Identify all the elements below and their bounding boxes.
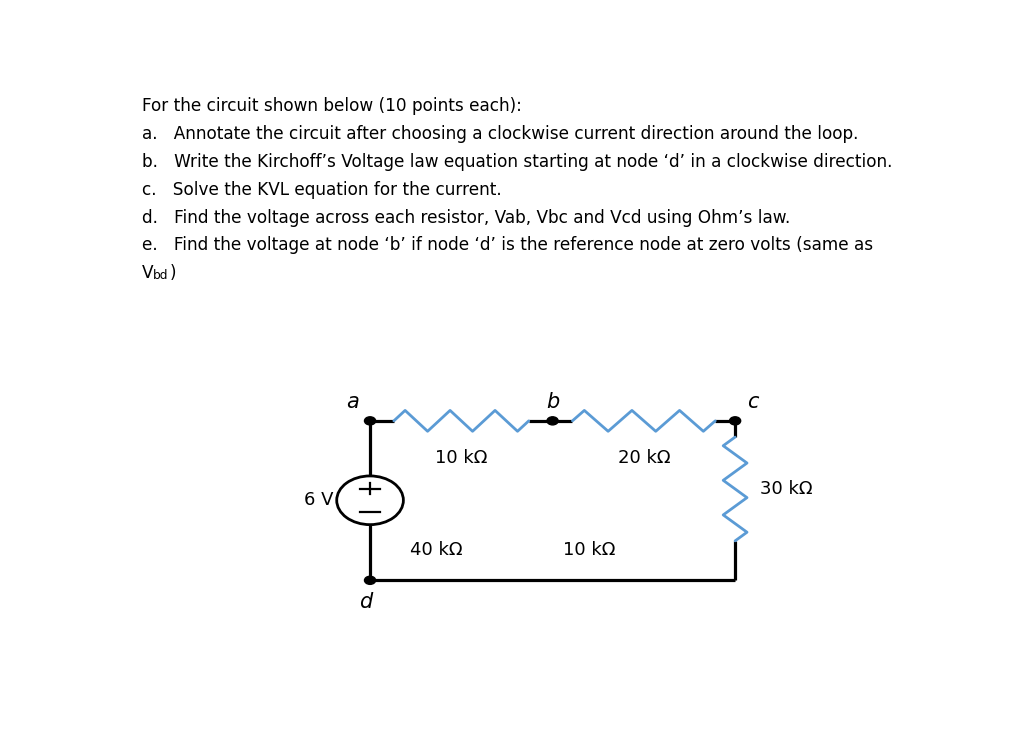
- Text: 20 kΩ: 20 kΩ: [617, 449, 670, 467]
- Text: c.   Solve the KVL equation for the current.: c. Solve the KVL equation for the curren…: [142, 181, 502, 199]
- Text: 6 V: 6 V: [304, 491, 333, 509]
- Text: e.   Find the voltage at node ‘b’ if node ‘d’ is the reference node at zero volt: e. Find the voltage at node ‘b’ if node …: [142, 236, 873, 255]
- Text: 30 kΩ: 30 kΩ: [761, 480, 813, 498]
- Text: 10 kΩ: 10 kΩ: [435, 449, 487, 467]
- Circle shape: [729, 417, 740, 425]
- Text: d.   Find the voltage across each resistor, Vab, Vbc and Vcd using Ohm’s law.: d. Find the voltage across each resistor…: [142, 209, 791, 227]
- Text: ): ): [169, 264, 176, 282]
- Text: V: V: [142, 264, 154, 282]
- Circle shape: [365, 576, 376, 584]
- Text: a: a: [346, 392, 359, 413]
- Text: 40 kΩ: 40 kΩ: [410, 541, 462, 559]
- Text: For the circuit shown below (10 points each):: For the circuit shown below (10 points e…: [142, 97, 522, 115]
- Text: a.   Annotate the circuit after choosing a clockwise current direction around th: a. Annotate the circuit after choosing a…: [142, 125, 859, 143]
- Text: b: b: [546, 392, 559, 413]
- Circle shape: [365, 417, 376, 425]
- Text: d: d: [359, 593, 373, 612]
- Text: 10 kΩ: 10 kΩ: [563, 541, 615, 559]
- Text: b.   Write the Kirchoff’s Voltage law equation starting at node ‘d’ in a clockwi: b. Write the Kirchoff’s Voltage law equa…: [142, 153, 893, 171]
- Text: bd: bd: [153, 269, 168, 282]
- Text: c: c: [746, 392, 759, 413]
- Circle shape: [547, 417, 558, 425]
